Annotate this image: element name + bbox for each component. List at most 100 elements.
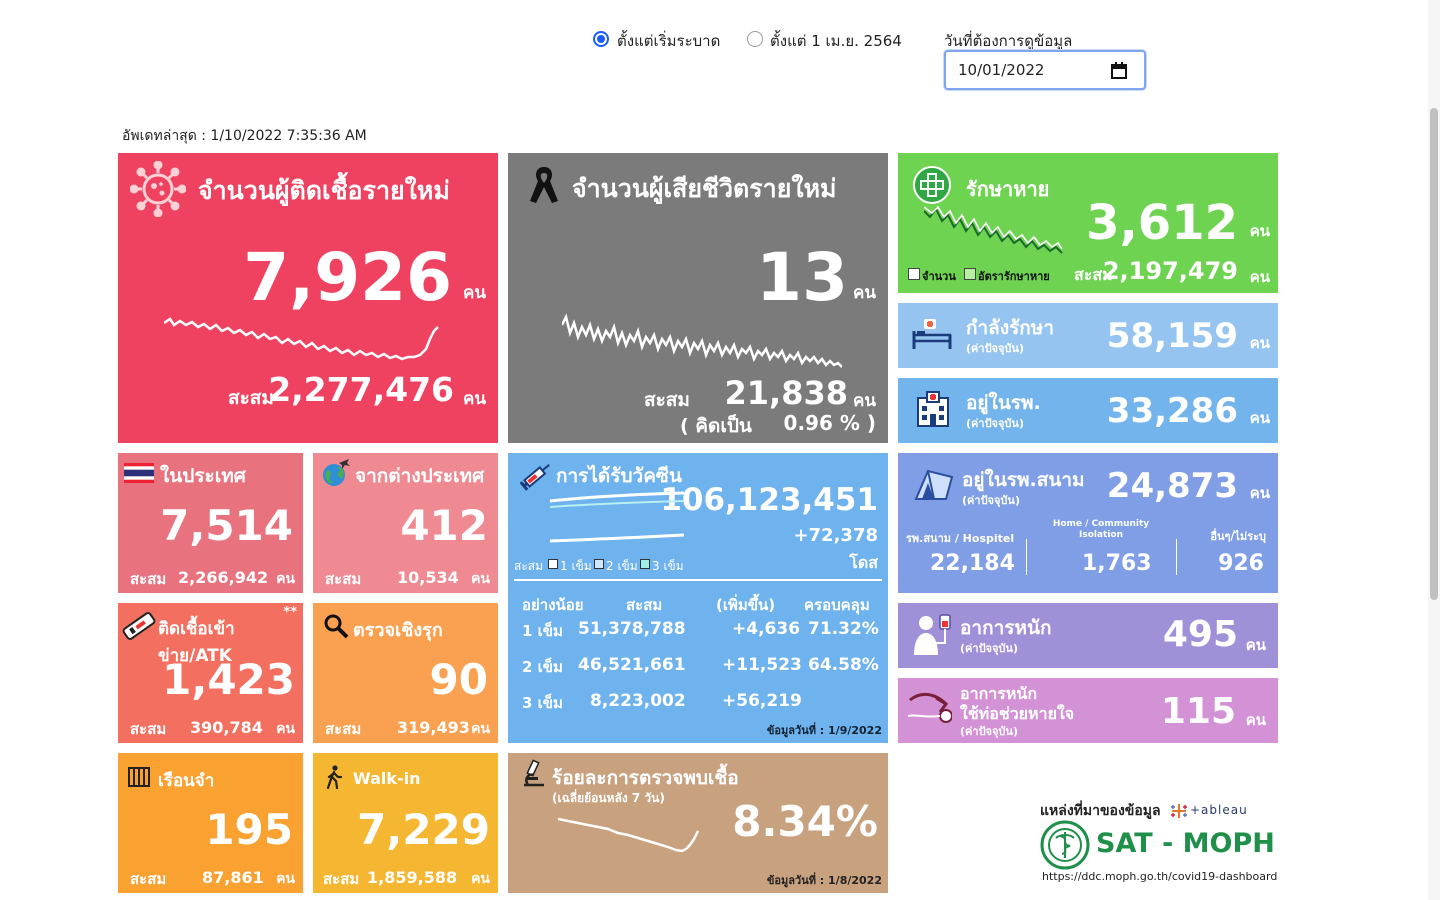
moph-seal-icon	[1040, 820, 1090, 870]
atk-title: ติดเชื้อเข้าข่าย/ATK	[158, 619, 235, 666]
radio-since-start[interactable]	[593, 31, 609, 47]
field-hospital-sub: (ค่าปัจจุบัน)	[962, 494, 1020, 507]
vaccine-row-inc: +56,219	[722, 691, 802, 711]
prison-cum-value: 87,861	[202, 868, 264, 887]
new-deaths-cum-value: 21,838	[724, 374, 848, 412]
radio-since-apr[interactable]	[747, 31, 763, 47]
date-input-value[interactable]: 10/01/2022	[958, 61, 1045, 79]
vaccine-divider	[514, 579, 882, 581]
atk-star: **	[283, 605, 297, 620]
vaccine-row-dose: 2 เข็ม	[522, 658, 563, 676]
field-hospital-card: อยู่ในรพ.สนาม (ค่าปัจจุบัน) 24,873 คน รพ…	[898, 453, 1278, 593]
new-deaths-sparkline	[562, 313, 842, 368]
green-cross-icon	[913, 166, 951, 204]
new-deaths-pct-value: 0.96 % )	[783, 411, 876, 435]
vaccine-title: การได้รับวัคซีน	[556, 465, 682, 487]
treating-value: 58,159	[1106, 316, 1238, 356]
proactive-cum-value: 319,493	[397, 718, 470, 737]
severe-card: อาการหนัก (ค่าปัจจุบัน) 495 คน	[898, 603, 1278, 668]
atk-value: 1,423	[162, 655, 295, 704]
treating-title: กำลังรักษา	[966, 317, 1054, 339]
domestic-card: ในประเทศ 7,514 สะสม 2,266,942 คน	[118, 453, 303, 593]
field-hospital-divider	[1026, 539, 1027, 575]
new-deaths-title: จำนวนผู้เสียชีวิตรายใหม่	[572, 174, 837, 203]
proactive-value: 90	[429, 655, 488, 704]
recovered-legend-count-box[interactable]	[908, 268, 920, 280]
calendar-icon[interactable]	[1110, 62, 1128, 80]
in-hospital-sub: (ค่าปัจจุบัน)	[966, 417, 1024, 430]
vaccine-header-inc: (เพิ่มขึ้น)	[716, 596, 776, 614]
in-hospital-value: 33,286	[1106, 391, 1238, 431]
vaccine-legend-d3: 3 เข็ม	[652, 559, 684, 573]
vaccine-row-inc: +11,523	[722, 655, 802, 675]
walkin-cum-value: 1,859,588	[367, 868, 458, 887]
vaccine-legend-d2-box[interactable]	[594, 559, 604, 569]
vaccine-header-cov: ครอบคลุม	[804, 596, 870, 614]
vaccine-legend-d3-box[interactable]	[640, 559, 650, 569]
microscope-icon	[524, 759, 544, 787]
prison-cum-label: สะสม	[130, 870, 167, 888]
domestic-title: ในประเทศ	[160, 465, 246, 487]
hospital-bed-icon	[912, 319, 952, 349]
walkin-title: Walk-in	[353, 769, 421, 788]
globe-plane-icon	[323, 459, 350, 486]
virus-icon	[130, 161, 186, 217]
vaccine-legend-d1: 1 เข็ม	[560, 559, 592, 573]
new-deaths-unit: คน	[853, 283, 876, 303]
recovered-cum-value: 2,197,479	[1102, 257, 1238, 285]
ventilator-value: 115	[1160, 691, 1236, 732]
vaccine-row-inc: +4,636	[732, 619, 801, 639]
ventilator-title2: ใช้ท่อช่วยหายใจ	[960, 704, 1075, 723]
proactive-cum-label: สะสม	[325, 720, 362, 738]
new-cases-title: จำนวนผู้ติดเชื้อรายใหม่	[198, 176, 450, 205]
source-url[interactable]: https://ddc.moph.go.th/covid19-dashboard	[1042, 870, 1278, 883]
radio-since-apr-label[interactable]: ตั้งแต่ 1 เม.ย. 2564	[770, 32, 902, 50]
page-scrollbar-thumb[interactable]	[1430, 108, 1438, 600]
recovered-cum-unit: คน	[1249, 268, 1270, 286]
new-cases-cum-unit: คน	[463, 389, 486, 409]
atk-card: ติดเชื้อเข้าข่าย/ATK ** 1,423 สะสม 390,7…	[118, 603, 303, 743]
severe-unit: คน	[1245, 636, 1266, 654]
vaccine-legend-d1-box[interactable]	[548, 559, 558, 569]
vaccine-row-cov: 64.58%	[808, 655, 879, 675]
moph-org-name: SAT - MOPH	[1096, 828, 1275, 859]
treating-unit: คน	[1249, 334, 1270, 352]
date-label: วันที่ต้องการดูข้อมูล	[944, 32, 1073, 50]
severe-title: อาการหนัก	[960, 617, 1052, 639]
atk-cum-value: 390,784	[190, 718, 263, 737]
walkin-cum-unit: คน	[471, 871, 490, 887]
atk-test-icon	[122, 612, 156, 640]
proactive-cum-unit: คน	[471, 721, 490, 737]
date-input[interactable]: 10/01/2022	[944, 50, 1146, 90]
vaccine-sparkline	[549, 491, 685, 543]
field-hospital-col3-label: อื่นๆ/ไม่ระบุ	[1210, 530, 1266, 543]
walkin-cum-label: สะสม	[323, 870, 360, 888]
new-deaths-value: 13	[756, 239, 848, 316]
vaccine-header-dose: อย่างน้อย	[522, 596, 584, 614]
recovered-cum-label: สะสม	[1074, 265, 1113, 284]
tent-icon	[914, 469, 954, 500]
treating-card: กำลังรักษา (ค่าปัจจุบัน) 58,159 คน	[898, 303, 1278, 368]
recovered-sparkline	[924, 205, 1063, 254]
new-cases-cum-label: สะสม	[228, 387, 274, 409]
prison-bars-icon	[128, 767, 150, 787]
domestic-value: 7,514	[160, 501, 293, 550]
field-hospital-col1-value: 22,184	[930, 551, 1015, 576]
ventilator-title1: อาการหนัก	[960, 684, 1038, 703]
last-update: อัพเดทล่าสุด : 1/10/2022 7:35:36 AM	[122, 128, 367, 144]
recovered-card: รักษาหาย 3,612 คน จำนวน อัตรารักษาหาย สะ…	[898, 153, 1278, 293]
prison-card: เรือนจำ 195 สะสม 87,861 คน	[118, 753, 303, 893]
atk-cum-unit: คน	[276, 721, 295, 737]
imported-cum-unit: คน	[471, 571, 490, 587]
vaccine-row-dose: 3 เข็ม	[522, 694, 563, 712]
positivity-value: 8.34%	[732, 797, 878, 846]
syringe-icon	[520, 463, 550, 491]
source-label: แหล่งที่มาของข้อมูล	[1040, 803, 1161, 819]
recovered-legend-rate-box[interactable]	[964, 268, 976, 280]
recovered-legend-rate: อัตรารักษาหาย	[978, 270, 1050, 283]
field-hospital-divider	[1176, 539, 1177, 575]
field-hospital-col2-label: Home / Community Isolation	[1052, 519, 1150, 540]
positivity-sub: (เฉลี่ยย้อนหลัง 7 วัน)	[552, 791, 665, 805]
in-hospital-unit: คน	[1249, 409, 1270, 427]
radio-since-start-label[interactable]: ตั้งแต่เริ่มระบาด	[617, 32, 721, 50]
